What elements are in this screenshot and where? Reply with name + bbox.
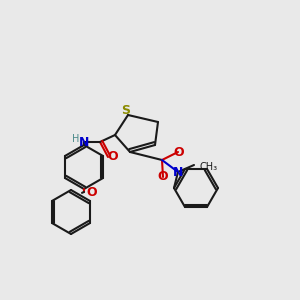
Text: N: N bbox=[173, 166, 183, 178]
Text: O: O bbox=[87, 187, 97, 200]
Text: O: O bbox=[158, 169, 168, 182]
Text: S: S bbox=[122, 104, 130, 118]
Text: O: O bbox=[108, 149, 118, 163]
Text: H: H bbox=[72, 134, 79, 144]
Text: CH₃: CH₃ bbox=[199, 162, 217, 172]
Text: O: O bbox=[174, 146, 184, 158]
Text: N: N bbox=[79, 136, 89, 148]
